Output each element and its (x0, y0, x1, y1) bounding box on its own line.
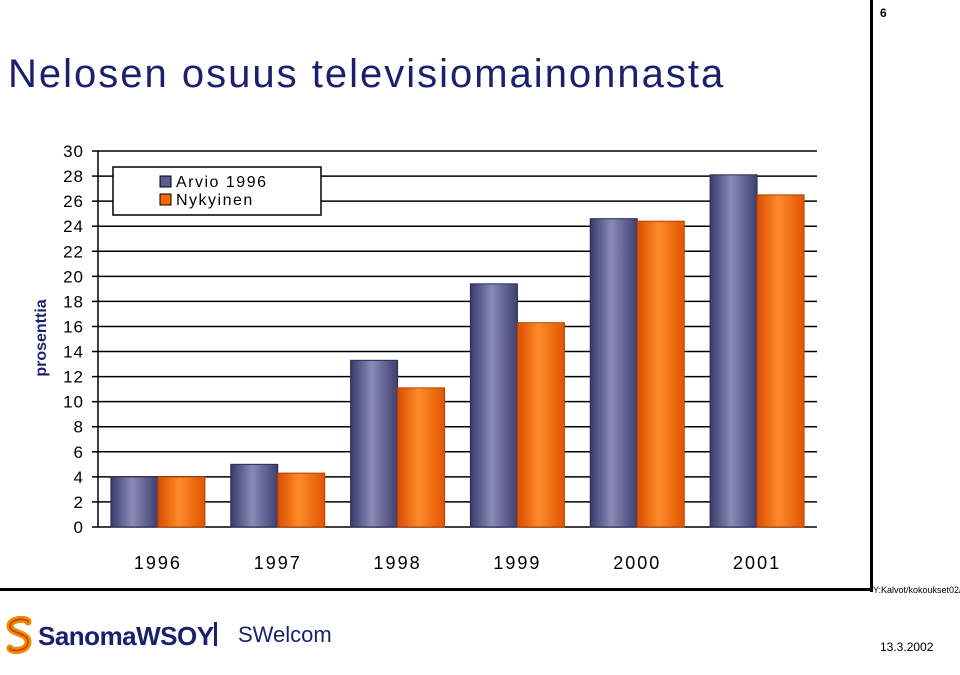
y-tick-label: 2 (74, 493, 84, 512)
y-tick-label: 10 (63, 393, 84, 412)
x-tick-label: 1999 (493, 553, 541, 573)
x-tick-label: 1996 (134, 553, 182, 573)
y-tick-label: 12 (63, 368, 84, 387)
x-tick-label: 2000 (613, 553, 661, 573)
logo-text: SanomaWSOY (38, 620, 214, 651)
y-tick-label: 4 (74, 468, 84, 487)
y-tick-label: 30 (63, 142, 84, 161)
bar-arvio-1997 (230, 463, 279, 528)
legend-label: Arvio 1996 (176, 174, 268, 191)
horizontal-divider (0, 588, 873, 591)
bar-arvio-1998 (350, 359, 399, 528)
sanomawsoy-logo-icon (6, 616, 32, 654)
legend-swatch-nykyinen (159, 193, 172, 206)
legend-swatch-arvio (159, 175, 172, 188)
x-tick-label: 1998 (374, 553, 422, 573)
bar-arvio-1999 (469, 283, 518, 528)
bar-nykyinen-1996 (157, 476, 206, 528)
grid-lines (98, 150, 817, 528)
vertical-divider (870, 0, 873, 592)
x-tick-label: 2001 (733, 553, 781, 573)
legend-label: Nykyinen (176, 192, 254, 209)
sub-brand: SWelcom (238, 622, 332, 647)
footer-date: 13.3.2002 (880, 640, 934, 654)
y-tick-label: 0 (74, 518, 84, 537)
bars (110, 174, 805, 528)
y-tick-label: 14 (63, 343, 84, 362)
y-tick-label: 26 (63, 192, 84, 211)
bar-nykyinen-1999 (516, 322, 565, 528)
sanomawsoy-logo: SanomaWSOY (6, 614, 214, 658)
x-tick-label: 1997 (254, 553, 302, 573)
x-axis-labels: 1996 1997 1998 1999 2000 2001 (134, 553, 781, 573)
y-tick-label: 6 (74, 443, 84, 462)
slide-title: Nelosen osuus televisiomainonnasta (8, 52, 726, 96)
y-tick-label: 28 (63, 167, 84, 186)
bar-arvio-2001 (709, 174, 758, 528)
y-tick-label: 8 (74, 418, 84, 437)
bar-nykyinen-1998 (397, 387, 446, 528)
y-tick-label: 22 (63, 242, 84, 261)
bar-arvio-1996 (110, 476, 159, 528)
bar-nykyinen-2000 (636, 220, 685, 528)
legend-box (112, 166, 322, 216)
bar-arvio-2000 (589, 218, 638, 528)
y-axis-label: prosenttia (33, 299, 50, 376)
brand-divider (214, 622, 217, 646)
y-tick-label: 16 (63, 317, 84, 336)
bar-nykyinen-1997 (277, 472, 326, 528)
bar-nykyinen-2001 (756, 194, 805, 528)
y-tick-label: 24 (63, 217, 84, 236)
y-tick-label: 20 (63, 267, 84, 286)
page-number: 6 (880, 6, 887, 20)
y-tick-label: 18 (63, 292, 84, 311)
file-path: Y:Kalvot/kokoukset02/CMD (873, 585, 960, 595)
